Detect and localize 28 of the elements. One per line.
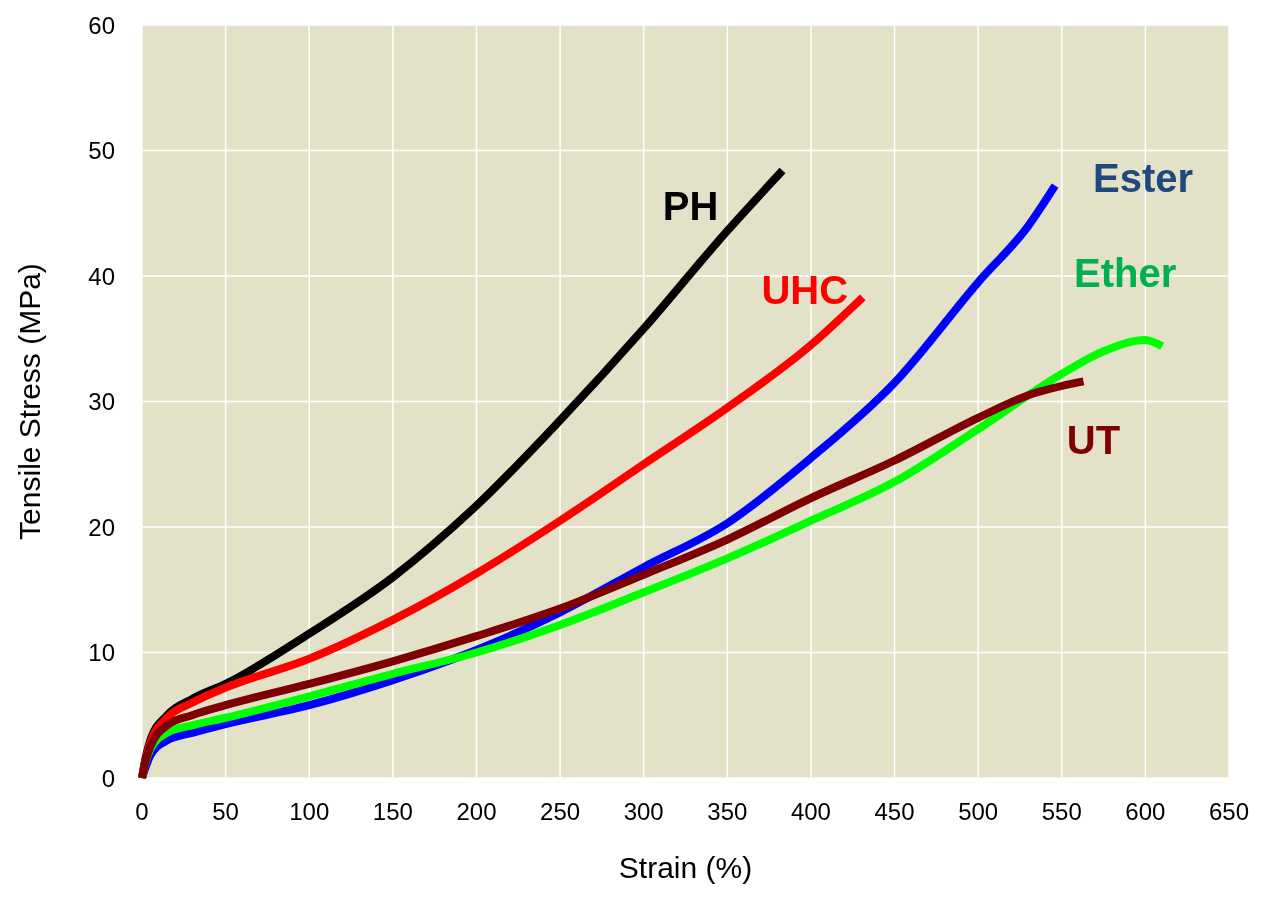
series-label: UT [1066,418,1121,463]
y-tick-label: 20 [88,513,115,541]
x-tick-label: 350 [707,798,748,825]
x-tick-label: 150 [372,798,413,825]
x-tick-label: 450 [874,798,915,825]
series-label: Ester [1093,155,1194,200]
x-tick-label: 500 [958,798,999,825]
y-tick-label: 30 [88,388,115,415]
series-label: UHC [761,268,849,313]
x-tick-label: 50 [212,798,239,825]
y-tick-label: 50 [88,137,115,164]
x-tick-label: 100 [289,798,330,825]
series-label: Ether [1073,251,1177,296]
x-tick-label: 300 [623,798,664,825]
y-tick-label: 40 [88,262,115,290]
y-axis-title: Tensile Stress (MPa) [13,263,46,540]
y-tick-label: 10 [88,639,115,666]
y-tick-label: 60 [88,11,115,39]
x-tick-label: 400 [790,798,831,825]
y-tick-label: 0 [101,764,115,792]
x-tick-label: 250 [540,798,581,825]
x-tick-label: 200 [456,798,497,825]
x-tick-label: 650 [1208,798,1250,825]
series-label: PH [662,183,719,228]
x-axis-title: Strain (%) [618,851,753,884]
x-tick-label: 550 [1041,798,1082,825]
x-tick-label: 600 [1125,798,1166,825]
x-tick-label: 0 [135,798,149,825]
